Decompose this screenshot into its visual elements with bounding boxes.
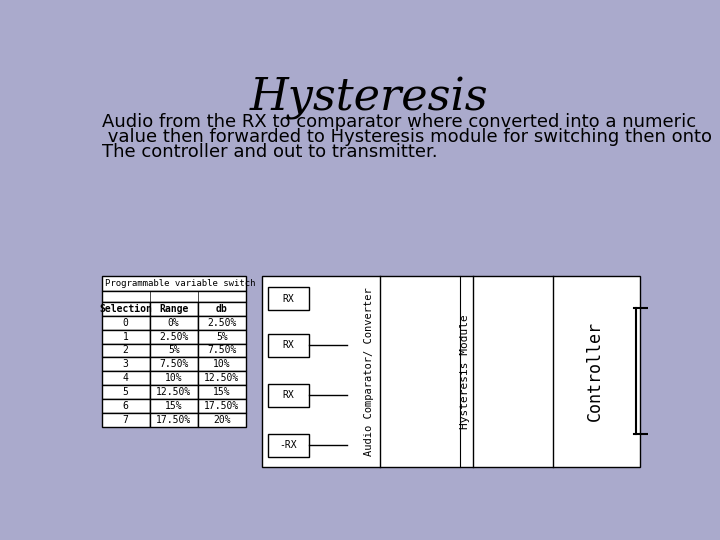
Text: Selection: Selection	[99, 304, 152, 314]
Text: 10%: 10%	[165, 373, 182, 383]
Text: Audio from the RX to comparator where converted into a numeric: Audio from the RX to comparator where co…	[102, 112, 696, 131]
Text: 17.50%: 17.50%	[156, 415, 192, 425]
Text: 2.50%: 2.50%	[159, 332, 189, 342]
Bar	[102, 372, 150, 385]
Text: RX: RX	[282, 340, 294, 350]
Text: 0%: 0%	[168, 318, 179, 328]
Bar	[150, 399, 198, 413]
Bar	[102, 413, 150, 427]
Text: 5%: 5%	[216, 332, 228, 342]
Bar	[198, 372, 246, 385]
Text: 6: 6	[122, 401, 129, 411]
Bar	[198, 302, 246, 316]
Bar	[150, 385, 198, 399]
Bar	[269, 383, 309, 407]
Bar	[198, 330, 246, 343]
Text: Programmable variable switch: Programmable variable switch	[104, 279, 255, 288]
Bar	[150, 413, 198, 427]
Text: Range: Range	[159, 304, 189, 314]
Bar	[102, 399, 150, 413]
Text: 1: 1	[122, 332, 129, 342]
Text: 0: 0	[122, 318, 129, 328]
Bar	[102, 343, 150, 357]
Text: 15%: 15%	[165, 401, 182, 411]
Bar	[150, 302, 198, 316]
Text: Controller: Controller	[586, 321, 604, 421]
Text: 7.50%: 7.50%	[159, 359, 189, 369]
Text: 7.50%: 7.50%	[207, 346, 236, 355]
Text: 12.50%: 12.50%	[204, 373, 239, 383]
Bar	[198, 357, 246, 372]
Bar	[150, 343, 198, 357]
Text: value then forwarded to Hysteresis module for switching then onto: value then forwarded to Hysteresis modul…	[102, 128, 711, 146]
Bar	[102, 302, 150, 316]
Text: -RX: -RX	[279, 440, 297, 450]
Text: 20%: 20%	[213, 415, 230, 425]
Bar	[102, 330, 150, 343]
Bar	[102, 291, 246, 302]
Bar	[198, 316, 246, 330]
Text: 7: 7	[122, 415, 129, 425]
Bar	[262, 276, 640, 467]
Bar	[102, 316, 150, 330]
Text: 2.50%: 2.50%	[207, 318, 236, 328]
Text: RX: RX	[282, 390, 294, 400]
Bar	[102, 357, 150, 372]
Bar	[102, 276, 246, 291]
Text: 5: 5	[122, 387, 129, 397]
Text: 17.50%: 17.50%	[204, 401, 239, 411]
Bar	[269, 434, 309, 457]
Text: 2: 2	[122, 346, 129, 355]
Text: 15%: 15%	[213, 387, 230, 397]
Text: The controller and out to transmitter.: The controller and out to transmitter.	[102, 143, 437, 161]
Text: db: db	[216, 304, 228, 314]
Bar	[150, 330, 198, 343]
Text: 4: 4	[122, 373, 129, 383]
Text: 3: 3	[122, 359, 129, 369]
Text: RX: RX	[282, 294, 294, 304]
Text: Audio Comparator/ Converter: Audio Comparator/ Converter	[364, 287, 374, 456]
Text: 10%: 10%	[213, 359, 230, 369]
Bar	[150, 372, 198, 385]
Bar	[269, 334, 309, 356]
Bar	[198, 343, 246, 357]
Text: Hysteresis: Hysteresis	[250, 76, 488, 119]
Bar	[150, 357, 198, 372]
Text: Hysteresis Module: Hysteresis Module	[459, 314, 469, 429]
Bar	[198, 413, 246, 427]
Bar	[269, 287, 309, 310]
Text: 12.50%: 12.50%	[156, 387, 192, 397]
Bar	[102, 385, 150, 399]
Bar	[198, 385, 246, 399]
Text: 5%: 5%	[168, 346, 179, 355]
Bar	[150, 316, 198, 330]
Bar	[198, 399, 246, 413]
